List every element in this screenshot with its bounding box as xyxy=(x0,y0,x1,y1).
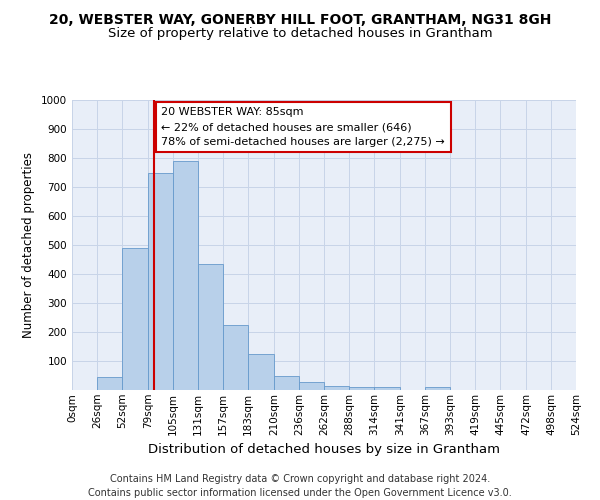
Bar xyxy=(248,354,274,390)
Bar xyxy=(299,382,324,390)
Bar xyxy=(148,172,173,390)
Text: 20 WEBSTER WAY: 85sqm
← 22% of detached houses are smaller (646)
78% of semi-det: 20 WEBSTER WAY: 85sqm ← 22% of detached … xyxy=(161,108,445,147)
Text: 20, WEBSTER WAY, GONERBY HILL FOOT, GRANTHAM, NG31 8GH: 20, WEBSTER WAY, GONERBY HILL FOOT, GRAN… xyxy=(49,12,551,26)
Bar xyxy=(425,387,450,390)
Text: Contains HM Land Registry data © Crown copyright and database right 2024.
Contai: Contains HM Land Registry data © Crown c… xyxy=(88,474,512,498)
Bar xyxy=(198,264,223,390)
Bar xyxy=(349,387,374,390)
X-axis label: Distribution of detached houses by size in Grantham: Distribution of detached houses by size … xyxy=(148,443,500,456)
Bar xyxy=(324,386,349,390)
Bar xyxy=(122,248,148,390)
Text: Size of property relative to detached houses in Grantham: Size of property relative to detached ho… xyxy=(107,28,493,40)
Bar xyxy=(374,387,400,390)
Y-axis label: Number of detached properties: Number of detached properties xyxy=(22,152,35,338)
Bar xyxy=(97,377,122,390)
Bar xyxy=(223,325,248,390)
Bar xyxy=(173,161,198,390)
Bar xyxy=(274,376,299,390)
